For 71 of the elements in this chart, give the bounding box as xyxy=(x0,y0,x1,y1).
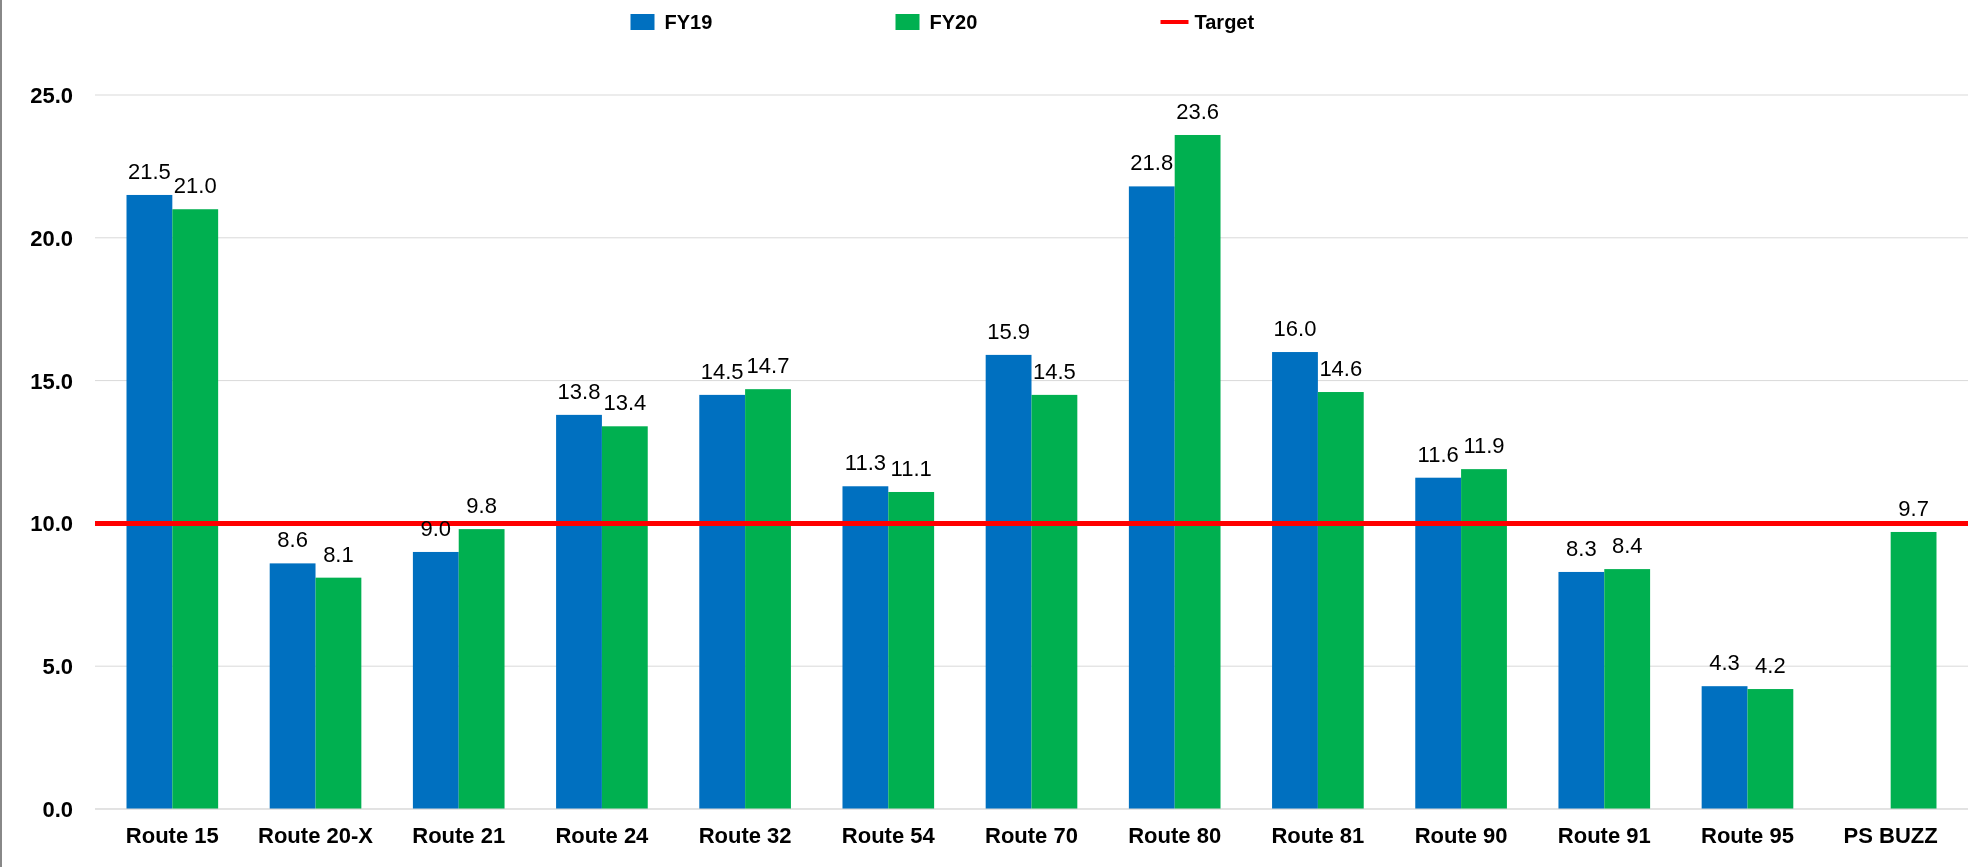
x-tick-label: Route 80 xyxy=(1128,823,1222,848)
x-tick-label: Route 24 xyxy=(555,823,650,848)
x-tick-label: Route 15 xyxy=(125,823,219,848)
legend-label: FY19 xyxy=(664,11,713,33)
data-label: 13.8 xyxy=(557,378,601,404)
data-label: 13.4 xyxy=(603,390,647,416)
data-label: 21.8 xyxy=(1130,150,1174,176)
data-label: 9.7 xyxy=(1898,495,1929,521)
bar xyxy=(126,194,173,809)
data-label: 11.9 xyxy=(1463,433,1505,459)
legend-label: Target xyxy=(1194,11,1255,33)
bar xyxy=(985,354,1032,809)
data-label: 11.3 xyxy=(844,450,886,476)
bar xyxy=(745,389,791,809)
x-tick-label: Route 32 xyxy=(698,823,792,848)
bar xyxy=(601,426,648,809)
data-label: 21.5 xyxy=(128,158,171,184)
data-label: 23.6 xyxy=(1176,98,1220,124)
bar xyxy=(315,577,362,809)
y-tick-label: 5.0 xyxy=(42,654,73,680)
x-tick-label: Route 21 xyxy=(412,823,506,848)
bar xyxy=(842,486,889,809)
x-tick-label: Route 95 xyxy=(1701,823,1794,848)
data-label: 11.1 xyxy=(890,455,932,481)
data-label: 8.3 xyxy=(1566,535,1597,561)
bar xyxy=(412,551,459,809)
data-label: 8.4 xyxy=(1611,533,1643,559)
data-label: 14.7 xyxy=(746,353,790,379)
data-label: 16.0 xyxy=(1273,316,1317,342)
x-tick-label: PS BUZZ xyxy=(1843,823,1938,848)
bar xyxy=(1128,186,1175,809)
data-label: 21.0 xyxy=(173,173,217,199)
bar xyxy=(1031,394,1078,809)
bar xyxy=(1604,569,1651,809)
y-tick-label: 15.0 xyxy=(30,368,73,394)
bar xyxy=(269,563,316,809)
bar xyxy=(1558,571,1605,809)
y-tick-label: 0.0 xyxy=(42,797,73,822)
data-label: 4.3 xyxy=(1709,650,1740,676)
bar xyxy=(888,491,935,809)
data-label: 9.8 xyxy=(466,493,497,519)
bar xyxy=(1415,477,1462,809)
bar xyxy=(699,394,746,809)
data-label: 8.6 xyxy=(277,527,308,553)
bar xyxy=(1174,134,1221,809)
x-tick-label: Route 20-X xyxy=(258,823,374,848)
bar xyxy=(1890,531,1937,809)
bar xyxy=(172,209,219,809)
bar xyxy=(556,414,602,809)
x-tick-label: Route 70 xyxy=(985,823,1078,848)
data-label: 8.1 xyxy=(323,541,354,567)
y-tick-label: 20.0 xyxy=(30,225,73,251)
data-label: 11.6 xyxy=(1417,441,1459,467)
bar xyxy=(1461,469,1507,809)
bar xyxy=(1747,689,1794,809)
data-label: 14.5 xyxy=(700,358,744,384)
data-label: 4.2 xyxy=(1755,653,1786,679)
x-tick-label: Route 81 xyxy=(1271,823,1365,848)
legend-label: FY20 xyxy=(929,11,978,33)
data-label: 15.9 xyxy=(987,318,1030,344)
y-tick-label: 10.0 xyxy=(30,511,73,537)
bar xyxy=(458,529,505,809)
bar xyxy=(1701,686,1748,809)
bar xyxy=(1317,392,1364,809)
data-label: 14.6 xyxy=(1319,356,1363,382)
x-tick-label: Route 90 xyxy=(1414,823,1508,848)
data-label: 14.5 xyxy=(1033,358,1076,384)
x-tick-label: Route 54 xyxy=(841,823,936,848)
y-tick-label: 25.0 xyxy=(30,83,73,108)
bar xyxy=(1272,352,1318,809)
x-tick-label: Route 91 xyxy=(1557,823,1651,848)
